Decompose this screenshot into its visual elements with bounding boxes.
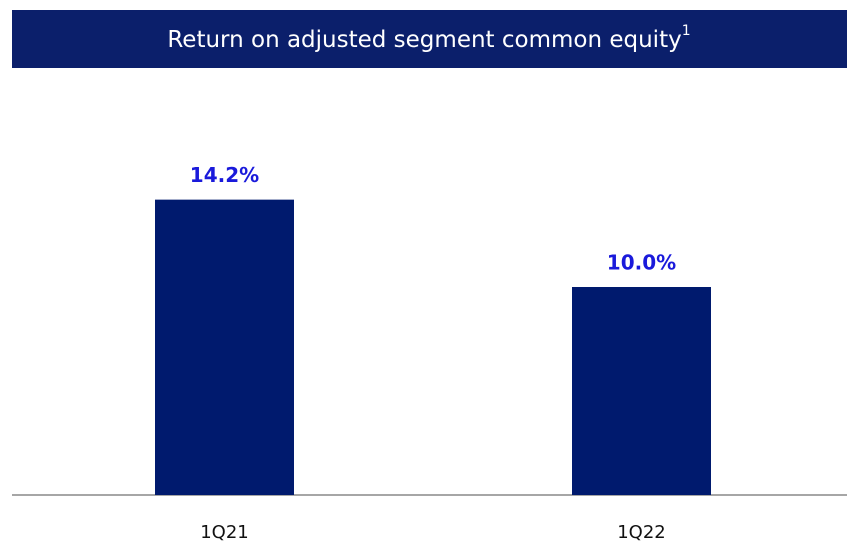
title-banner (12, 10, 847, 68)
chart-title: Return on adjusted segment common equity… (167, 23, 690, 53)
title-superscript: 1 (682, 23, 691, 39)
data-label: 10.0% (607, 251, 676, 275)
bar (155, 199, 294, 495)
data-label: 14.2% (190, 163, 259, 187)
title-text: Return on adjusted segment common equity (167, 27, 681, 53)
x-tick-label: 1Q22 (617, 522, 666, 543)
x-tick-label: 1Q21 (200, 522, 249, 543)
bar (572, 287, 711, 495)
